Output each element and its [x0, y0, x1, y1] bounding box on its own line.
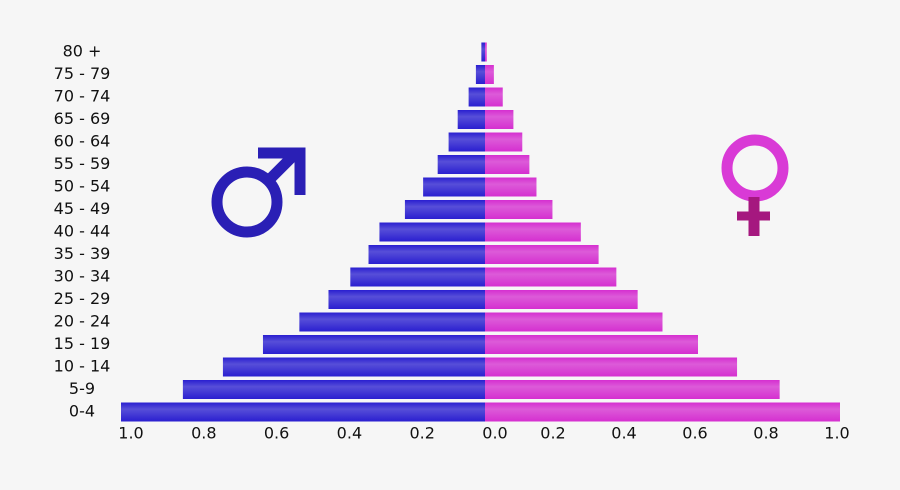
y-tick-label: 55 - 59	[54, 154, 111, 173]
bar	[485, 87, 503, 107]
y-tick-label: 40 - 44	[54, 222, 111, 241]
x-tick-label: 1.0	[824, 424, 849, 443]
y-tick-label: 70 - 74	[54, 87, 111, 106]
bar	[182, 380, 485, 399]
bar	[485, 200, 553, 219]
y-tick-label: 50 - 54	[54, 177, 111, 196]
x-tick-label: 0.4	[611, 424, 636, 443]
x-tick-label: 0.2	[409, 424, 434, 443]
bar	[485, 65, 494, 84]
bar	[485, 155, 530, 174]
bar	[485, 132, 523, 152]
bar	[485, 110, 514, 129]
bar	[485, 177, 537, 197]
bar	[468, 87, 485, 107]
female-symbol	[721, 134, 789, 236]
y-tick-label: 45 - 49	[54, 199, 111, 218]
bar	[485, 290, 638, 309]
bar	[457, 110, 485, 129]
bar	[485, 335, 698, 354]
bar	[485, 245, 599, 264]
y-tick-label: 80 +	[63, 42, 102, 61]
bar	[485, 402, 840, 422]
bar	[485, 380, 780, 399]
x-tick-label: 0.6	[682, 424, 707, 443]
x-tick-label: 0.2	[540, 424, 565, 443]
bar	[437, 155, 485, 174]
x-tick-label: 0.6	[264, 424, 289, 443]
y-tick-label: 30 - 34	[54, 267, 111, 286]
bar	[485, 312, 663, 332]
y-tick-label: 75 - 79	[54, 64, 111, 83]
y-tick-label: 15 - 19	[54, 334, 111, 353]
bar	[475, 65, 485, 84]
y-tick-label: 20 - 24	[54, 312, 111, 331]
bar	[368, 245, 485, 264]
x-tick-label: 0.8	[191, 424, 216, 443]
bar	[481, 42, 485, 62]
bar	[485, 222, 581, 242]
bar	[404, 200, 485, 219]
x-tick-label: 1.0	[118, 424, 143, 443]
bar	[328, 290, 485, 309]
x-tick-label: 0.8	[753, 424, 778, 443]
y-tick-label: 35 - 39	[54, 244, 111, 263]
bar	[262, 335, 485, 354]
y-tick-label: 65 - 69	[54, 109, 111, 128]
bar	[423, 177, 485, 197]
bar	[121, 402, 485, 422]
y-tick-label: 25 - 29	[54, 289, 111, 308]
x-tick-label: 0.0	[482, 424, 507, 443]
bar	[448, 132, 485, 152]
bar	[485, 42, 487, 62]
bar	[222, 357, 486, 377]
bar	[379, 222, 485, 242]
bar	[299, 312, 485, 332]
y-tick-label: 60 - 64	[54, 132, 111, 151]
x-tick-label: 0.4	[337, 424, 362, 443]
y-tick-label: 0-4	[69, 402, 95, 421]
bar	[350, 267, 485, 287]
bar	[485, 267, 617, 287]
y-tick-label: 5-9	[69, 379, 95, 398]
bar	[485, 357, 738, 377]
male-symbol	[211, 147, 306, 238]
y-tick-label: 10 - 14	[54, 357, 111, 376]
